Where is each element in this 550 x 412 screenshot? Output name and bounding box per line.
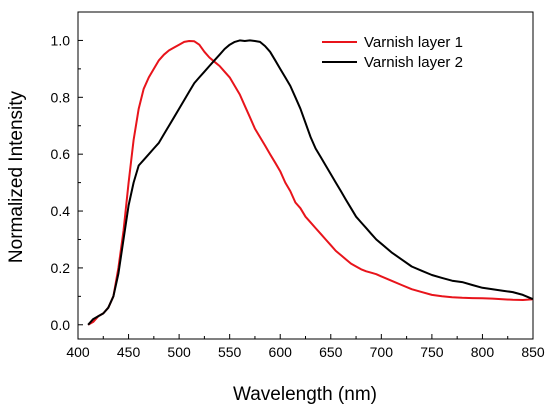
x-tick-label: 400 xyxy=(66,344,90,360)
y-tick-label: 0.8 xyxy=(51,89,71,105)
series-layer xyxy=(87,39,534,326)
x-tick-label: 850 xyxy=(521,344,545,360)
x-tick-label: 500 xyxy=(167,344,191,360)
x-tick-label: 600 xyxy=(269,344,293,360)
y-axis: 0.0 0.2 0.4 0.6 0.8 1.0 xyxy=(51,32,83,333)
x-axis-title: Wavelength (nm) xyxy=(233,384,377,405)
y-tick-label: 1.0 xyxy=(51,32,71,48)
x-tick-label: 750 xyxy=(420,344,444,360)
y-tick-label: 0.0 xyxy=(51,317,71,333)
y-tick-label: 0.6 xyxy=(51,146,71,162)
x-tick-label: 450 xyxy=(117,344,141,360)
series-line-varnish-layer-2 xyxy=(87,39,534,326)
x-tick-label: 650 xyxy=(319,344,343,360)
legend-label-varnish-layer-1: Varnish layer 1 xyxy=(364,34,463,51)
legend-label-varnish-layer-2: Varnish layer 2 xyxy=(364,54,463,71)
plot-frame xyxy=(77,11,534,340)
legend: Varnish layer 1 Varnish layer 2 xyxy=(322,34,463,71)
y-tick-label: 0.4 xyxy=(51,203,71,219)
y-axis-title: Normalized Intensity xyxy=(6,90,27,263)
y-tick-label: 0.2 xyxy=(51,260,71,276)
series-line-varnish-layer-1 xyxy=(87,40,534,326)
x-tick-label: 550 xyxy=(218,344,242,360)
x-tick-label: 700 xyxy=(370,344,394,360)
x-tick-label: 800 xyxy=(471,344,495,360)
x-axis: 400 450 500 550 600 650 700 750 800 850 xyxy=(66,334,545,360)
